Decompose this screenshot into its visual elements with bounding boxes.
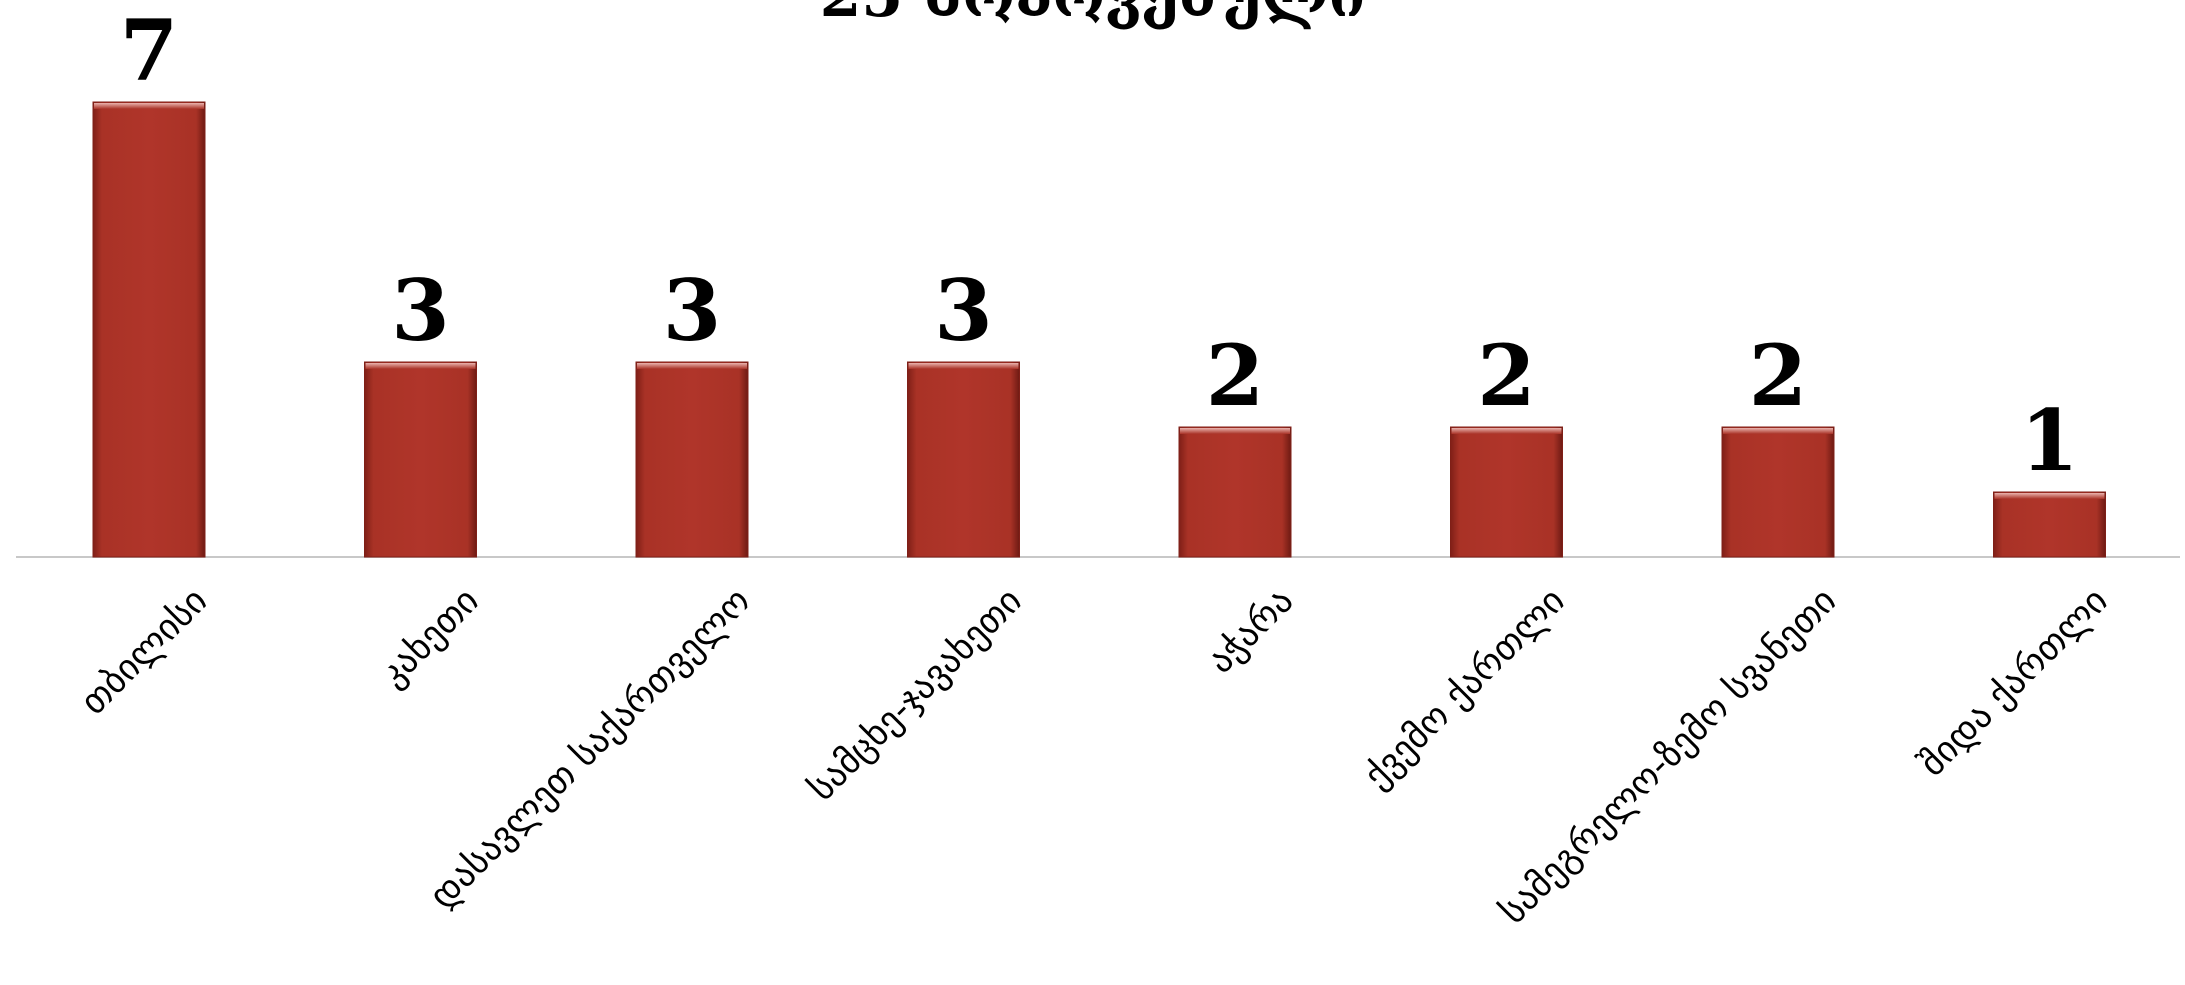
bar-top-highlight xyxy=(1451,428,1562,434)
value-label-5: 2 xyxy=(1206,326,1264,425)
bar-top-highlight xyxy=(365,363,476,369)
value-labels-layer: 7 3 3 3 2 2 2 1 xyxy=(120,1,2079,490)
category-label-6: ქვემო ქართლი xyxy=(1357,580,1573,796)
bar-top-highlight xyxy=(1723,428,1833,434)
category-label-2: კახეთი xyxy=(372,580,487,695)
bar-top-highlight xyxy=(908,363,1019,369)
value-label-7: 2 xyxy=(1749,326,1807,425)
bar-top-highlight xyxy=(637,363,747,369)
bar-4 xyxy=(907,361,1020,558)
bar-top-highlight xyxy=(94,103,204,109)
value-label-1: 7 xyxy=(120,1,178,100)
bar-7 xyxy=(1721,426,1835,558)
category-label-3: დასავლეთ საქართველო xyxy=(422,580,758,916)
category-label-5: აჭარა xyxy=(1200,580,1301,681)
chart-title: 25 მოპოვებული xyxy=(0,0,2185,26)
bar-1 xyxy=(92,101,206,558)
bars-layer xyxy=(92,101,2106,558)
category-label-8: შიდა ქართლი xyxy=(1912,580,2116,784)
bar-5 xyxy=(1178,426,1292,558)
value-label-4: 3 xyxy=(934,261,992,360)
bar-6 xyxy=(1450,426,1563,558)
value-label-3: 3 xyxy=(663,261,721,360)
category-label-1: თბილისი xyxy=(73,580,215,722)
category-label-4: სამცხე-ჯავახეთი xyxy=(801,580,1030,809)
bar-top-highlight xyxy=(1994,493,2105,499)
bar-3 xyxy=(635,361,749,558)
bar-8 xyxy=(1993,491,2106,558)
value-label-2: 3 xyxy=(391,261,449,360)
bar-2 xyxy=(364,361,477,558)
value-label-6: 2 xyxy=(1477,326,1535,425)
value-label-8: 1 xyxy=(2020,391,2078,490)
bar-top-highlight xyxy=(1180,428,1290,434)
